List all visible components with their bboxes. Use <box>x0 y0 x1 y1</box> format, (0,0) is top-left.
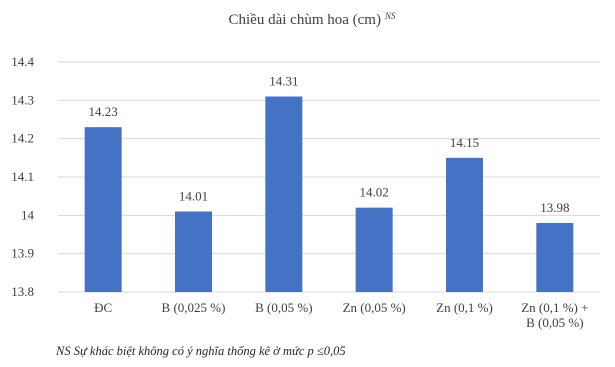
chart-title-superscript: NS <box>384 11 396 21</box>
footnote: NS Sự khác biệt không có ý nghĩa thống k… <box>55 344 346 358</box>
bar <box>536 223 574 292</box>
category-label: Zn (0,05 %) <box>343 300 406 315</box>
category-label: Zn (0,1 %) <box>436 300 493 315</box>
y-tick-label: 14 <box>21 207 35 222</box>
y-tick-label: 14.3 <box>11 92 34 107</box>
category-label: Zn (0,1 %) + B (0,05 %) <box>521 300 588 330</box>
y-tick-label: 13.9 <box>11 246 34 261</box>
category-label: B (0,025 %) <box>162 300 226 315</box>
y-tick-label: 13.8 <box>11 284 34 299</box>
gridlines <box>58 61 600 293</box>
category-label: B (0,05 %) <box>255 300 312 315</box>
bars <box>84 96 574 293</box>
data-label: 14.23 <box>89 104 118 119</box>
chart-title-text: Chiều dài chùm hoa (cm) <box>229 12 381 28</box>
y-tick-label: 14.2 <box>11 131 34 146</box>
bar <box>175 211 212 292</box>
y-axis-ticks: 13.8 13.9 14 14.1 14.2 14.3 14.4 <box>11 54 34 299</box>
data-label: 14.01 <box>179 189 208 204</box>
chart-title: Chiều dài chùm hoa (cm) NS <box>229 11 396 28</box>
data-labels: 14.23 14.01 14.31 14.02 14.15 13.98 <box>89 74 570 216</box>
bar <box>265 96 303 292</box>
data-label: 14.02 <box>360 185 389 200</box>
bar <box>355 207 393 292</box>
x-axis-categories: ĐC B (0,025 %) B (0,05 %) Zn (0,05 %) Zn (0,… <box>94 300 588 330</box>
bar <box>446 157 483 292</box>
y-tick-label: 14.4 <box>11 54 34 69</box>
y-tick-label: 14.1 <box>11 169 34 184</box>
data-label: 14.31 <box>269 74 298 89</box>
data-label: 14.15 <box>450 135 479 150</box>
data-label: 13.98 <box>540 200 569 215</box>
bar <box>84 127 122 293</box>
category-label: ĐC <box>94 300 112 315</box>
